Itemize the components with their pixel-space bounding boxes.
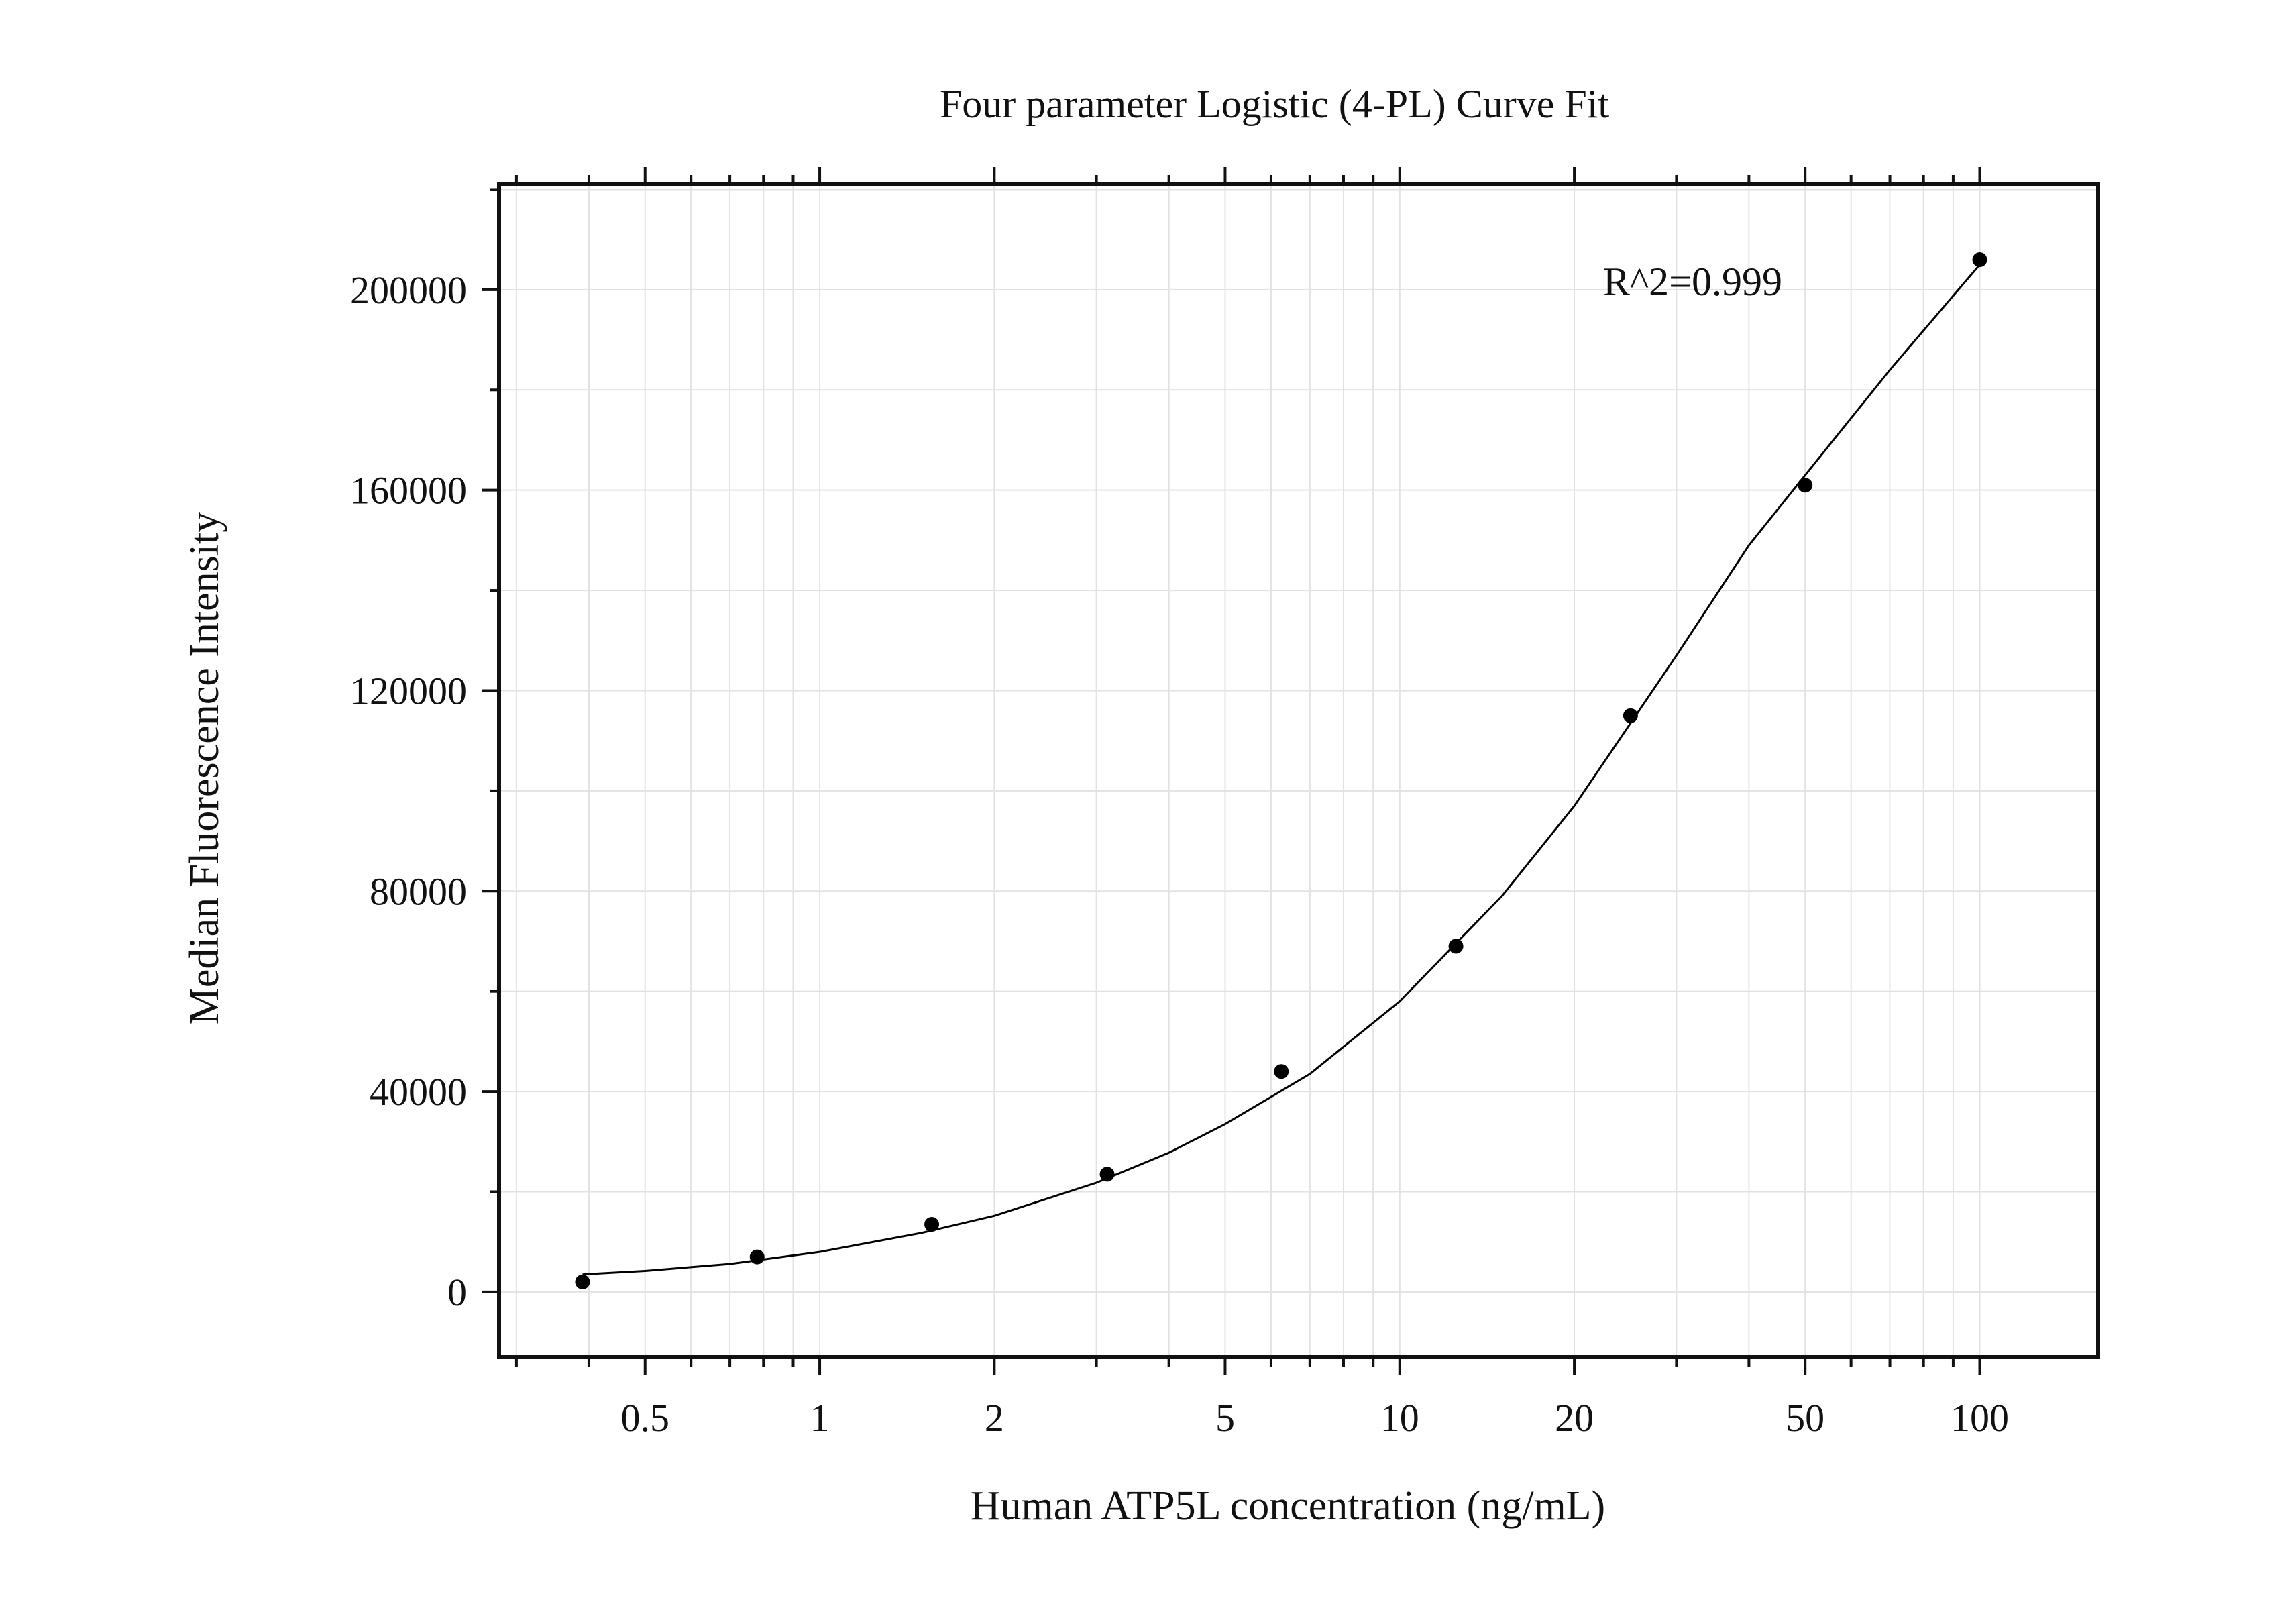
data-point-7 [1798,478,1813,493]
y-tick-label-1: 40000 [370,1070,467,1114]
y-tick-label-0: 0 [447,1271,467,1314]
data-point-2 [924,1217,940,1232]
data-point-5 [1448,939,1464,954]
data-point-4 [1274,1064,1289,1079]
x-axis-label: Human ATP5L concentration (ng/mL) [971,1483,1605,1529]
r-squared-annotation: R^2=0.999 [1603,260,1782,304]
data-point-0 [575,1274,590,1289]
grid [499,184,2098,1357]
x-tick-label-5: 20 [1555,1396,1594,1440]
data-point-3 [1099,1167,1115,1182]
chart-title: Four parameter Logistic (4-PL) Curve Fit [940,82,1609,126]
x-tick-label-1: 1 [810,1396,830,1440]
y-tick-label-3: 120000 [350,669,467,712]
data-points-layer [575,252,1987,1289]
fit-curve [582,264,1981,1276]
y-tick-label-5: 200000 [350,268,467,312]
y-tick-label-4: 160000 [350,469,467,513]
data-point-1 [749,1249,765,1265]
data-point-6 [1623,708,1638,723]
plot-frame [497,182,2100,1359]
x-tick-label-0: 0.5 [620,1396,669,1440]
y-axis-label: Median Fluorescence Intensity [182,512,227,1024]
x-tick-label-4: 10 [1380,1396,1419,1440]
x-tick-label-6: 50 [1786,1396,1824,1440]
data-point-8 [1972,252,1987,268]
x-tick-label-7: 100 [1951,1396,2009,1440]
x-tick-label-2: 2 [985,1396,1004,1440]
axis-ticks [482,167,1981,1375]
x-tick-labels: 0.5 1 2 5 10 20 50 100 [620,1396,2008,1440]
x-tick-label-3: 5 [1215,1396,1235,1440]
fit-curve-layer [582,264,1981,1276]
y-tick-labels: 0 40000 80000 120000 160000 200000 [350,268,467,1314]
y-tick-label-2: 80000 [370,869,467,913]
